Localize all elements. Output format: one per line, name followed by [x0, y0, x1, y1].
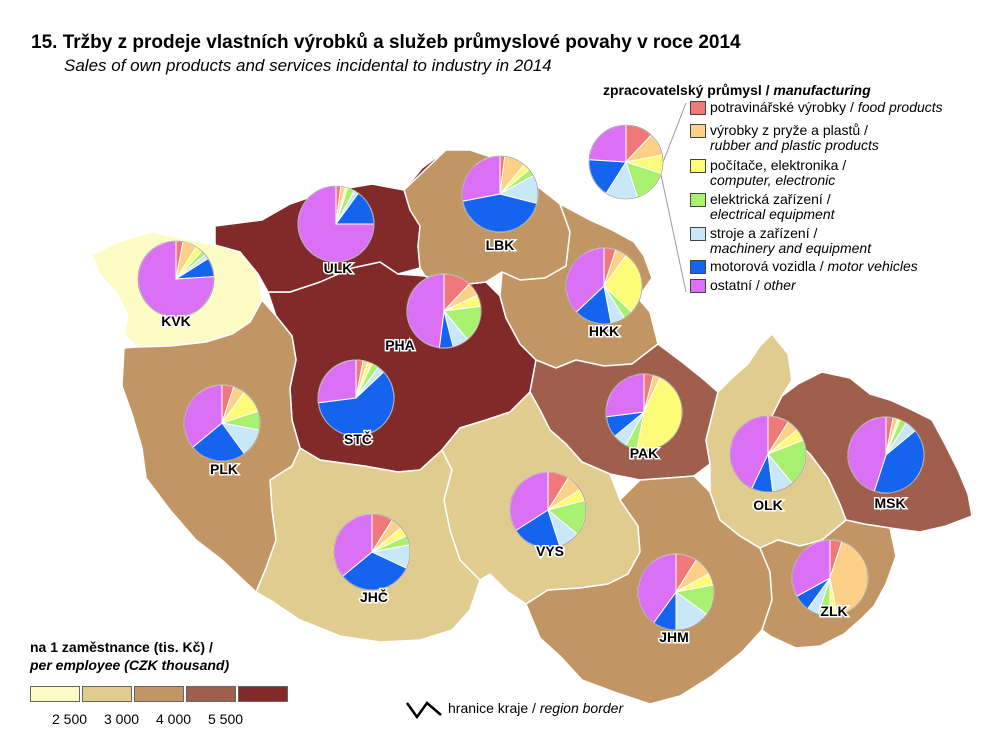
region-label-lbk: LBK	[486, 237, 515, 253]
ramp-break-label: 2 500	[52, 711, 88, 727]
region-label-jhč: JHČ	[360, 588, 388, 605]
legend-label: elektrická zařízení / electrical equipme…	[710, 192, 835, 222]
ramp-class-1	[30, 686, 80, 702]
ramp-class-3	[134, 686, 184, 702]
map-subtitle: Sales of own products and services incid…	[64, 56, 552, 75]
legend-label-en: motor vehicles	[827, 258, 918, 274]
pie-hkk	[565, 247, 643, 325]
pie-lbk	[461, 155, 539, 233]
legend-label-cz: potravinářské výrobky /	[710, 99, 858, 115]
legend-label-cz: elektrická zařízení /	[710, 191, 831, 207]
map-title: 15. Tržby z prodeje vlastních výrobků a …	[31, 32, 741, 53]
choropleth-legend-title: na 1 zaměstnance (tis. Kč) / per employe…	[30, 638, 229, 674]
region-label-plk: PLK	[210, 461, 238, 477]
legend-label: stroje a zařízení / machinery and equipm…	[710, 226, 871, 256]
region-border-label-en: region border	[539, 700, 624, 716]
region-label-hkk: HKK	[589, 323, 619, 339]
region-label-ulk: ULK	[324, 260, 353, 276]
region-label-pha: PHA	[385, 337, 415, 353]
legend-label: počítače, elektronika / computer, electr…	[710, 158, 846, 188]
region-label-stč: STČ	[344, 430, 372, 447]
pie-plk	[183, 384, 261, 462]
ramp-class-4	[186, 686, 236, 702]
legend-label-en: food products	[857, 99, 943, 115]
pie-msk	[847, 416, 925, 494]
legend-label-cz: stroje a zařízení /	[710, 225, 818, 241]
pie-pak	[605, 373, 683, 451]
legend-label-en: electrical equipment	[710, 206, 835, 222]
ramp-break-label: 3 000	[104, 711, 140, 727]
legend-label-en: machinery and equipment	[710, 240, 872, 256]
choropleth-legend-title-en: per employee (CZK thousand)	[30, 657, 230, 673]
legend-sample-pie-slice-6	[588, 124, 627, 163]
pie-legend-title-en: manufacturing	[773, 82, 871, 98]
legend-label-en: computer, electronic	[710, 172, 836, 188]
legend-swatch	[690, 279, 706, 293]
legend-label: potravinářské výrobky / food products	[710, 100, 943, 115]
region-label-msk: MSK	[874, 495, 905, 511]
legend-swatch	[690, 101, 706, 115]
legend-label-cz: počítače, elektronika /	[710, 157, 847, 173]
pie-stč	[317, 359, 395, 437]
legend-swatch	[690, 193, 706, 207]
pie-vys	[509, 471, 587, 549]
legend-swatch	[690, 260, 706, 274]
legend-label-en: other	[763, 277, 796, 293]
pie-zlk	[791, 539, 869, 617]
choropleth-legend-title-cz: na 1 zaměstnance (tis. Kč) /	[30, 639, 213, 655]
pie-legend-title: zpracovatelský průmysl / manufacturing	[603, 82, 871, 98]
legend-label: ostatní / other	[710, 278, 796, 293]
pie-charts	[137, 124, 925, 631]
ramp-break-label: 4 000	[156, 711, 192, 727]
region-border-label-cz: hranice kraje /	[448, 700, 536, 716]
region-label-vys: VYS	[536, 543, 564, 559]
pie-jhm	[637, 553, 715, 631]
region-label-kvk: KVK	[161, 313, 191, 329]
legend-label-cz: ostatní /	[710, 277, 764, 293]
ramp-class-5	[238, 686, 288, 702]
pie-pha	[406, 273, 482, 349]
region-label-pak: PAK	[630, 445, 659, 461]
ramp-break-label: 5 500	[208, 711, 244, 727]
region-label-olk: OLK	[753, 497, 783, 513]
region-border-icon	[405, 701, 442, 720]
region-label-jhm: JHM	[659, 629, 689, 645]
legend-swatch	[690, 124, 706, 138]
pie-jhč	[333, 513, 411, 591]
ramp-class-2	[82, 686, 132, 702]
pie-olk	[729, 415, 807, 493]
pie-ulk	[297, 185, 375, 263]
legend-swatch	[690, 159, 706, 173]
legend-label-cz: výrobky z pryže a plastů /	[710, 122, 868, 138]
pie-legend-title-cz: zpracovatelský průmysl /	[603, 82, 770, 98]
region-label-zlk: ZLK	[820, 603, 847, 619]
legend-swatch	[690, 227, 706, 241]
pie-kvk	[137, 240, 215, 318]
region-border-label: hranice kraje / region border	[448, 700, 623, 716]
region-labels: PHA STČ JHČ PLK KVK ULK LBK HKK PAK VYS JHM OLK MSK Z…	[160, 236, 907, 647]
legend-sample-pie	[588, 124, 664, 200]
legend-label-en: rubber and plastic products	[710, 137, 879, 153]
legend-label-cz: motorová vozidla /	[710, 258, 828, 274]
legend-label: výrobky z pryže a plastů / rubber and pl…	[710, 123, 879, 153]
legend-leader-lines	[659, 102, 687, 293]
legend-label: motorová vozidla / motor vehicles	[710, 259, 918, 274]
